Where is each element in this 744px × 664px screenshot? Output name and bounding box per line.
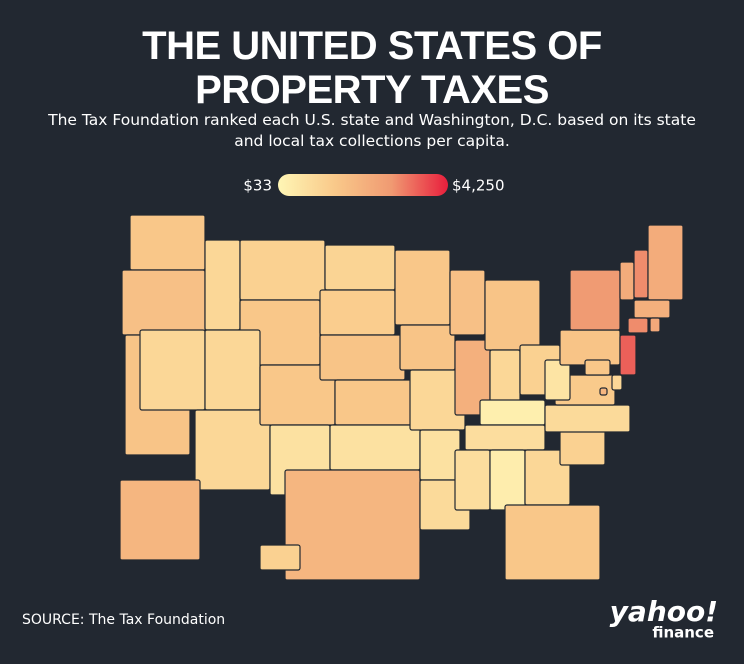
region [319,334,406,381]
region [284,469,421,581]
region [449,269,486,336]
region [239,239,326,301]
subtitle: The Tax Foundation ranked each U.S. stat… [48,111,696,150]
region [194,409,271,491]
region [139,329,206,411]
region [204,239,241,331]
legend-max-label: $4,250 [452,177,505,195]
legend-bar [278,174,448,196]
title: THE UNITED STATES OF PROPERTY TAXES [142,24,602,112]
region [479,399,546,426]
region [484,279,541,351]
source: SOURCE: The Tax Foundation [22,612,225,628]
region [569,269,621,331]
regions [119,214,684,581]
region [559,429,606,466]
region [627,317,649,334]
region [119,479,201,561]
region [324,244,396,291]
region [633,249,649,299]
region [647,224,684,301]
region [204,329,261,411]
logo-brand: yahoo! [610,595,718,628]
region [334,379,416,426]
region [489,449,526,511]
region [464,424,546,451]
region [129,214,206,271]
region [649,317,661,333]
region [633,299,671,319]
region [259,544,301,571]
region [619,261,635,301]
logo-product: finance [652,624,714,642]
region [544,404,631,433]
region [544,359,571,401]
region [584,359,611,376]
region [419,429,461,481]
region [504,504,601,581]
region [399,324,456,371]
region [319,289,396,336]
region [619,334,637,376]
region [611,374,623,391]
region [121,269,206,336]
legend-min-label: $33 [243,177,272,195]
region [599,387,608,396]
region [329,424,421,471]
region [454,449,491,511]
region [394,249,451,326]
region [489,349,521,406]
